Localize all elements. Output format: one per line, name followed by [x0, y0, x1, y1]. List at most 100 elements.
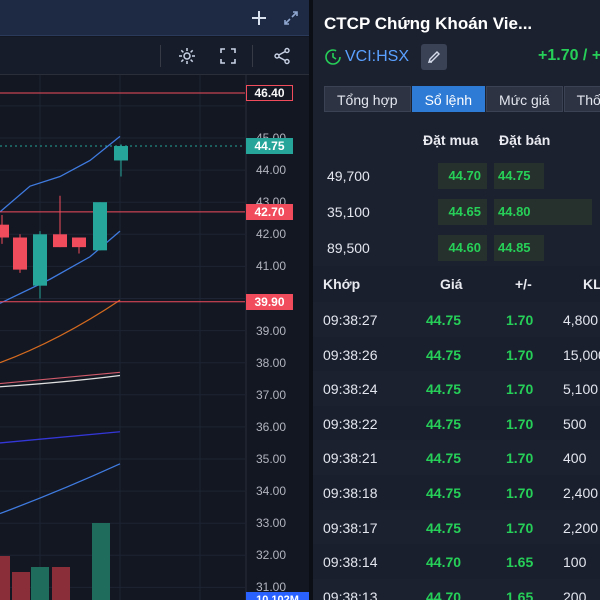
trade-price: 44.70 [426, 588, 462, 600]
candle-body [114, 146, 128, 161]
ask-price: 44.85 [498, 240, 531, 255]
clock-icon [325, 49, 341, 65]
trade-change: 1.70 [506, 415, 534, 432]
axis-tick-label: 36.00 [256, 419, 287, 434]
bid-cell[interactable]: 44.65 [438, 199, 487, 225]
ma-blue-line [0, 431, 121, 444]
ticker-symbol[interactable]: VCI:HSX [345, 48, 410, 65]
price-tag: 39.90 [246, 293, 293, 310]
ask-cell[interactable]: 44.85 [494, 235, 544, 261]
volume-bar [52, 567, 70, 600]
axis-tick-label: 38.00 [256, 355, 287, 370]
trade-volume: 4,800 [563, 312, 599, 328]
ask-header: Đặt bán [499, 132, 551, 148]
pane-divider[interactable] [309, 0, 313, 600]
trade-row[interactable]: 09:38:22 44.75 1.70 500 [313, 405, 600, 441]
trade-row[interactable]: 09:38:18 44.75 1.70 2,400 [313, 475, 600, 510]
trade-row[interactable]: 09:38:14 44.70 1.65 100 [313, 544, 600, 579]
level-volume: 35,100 [327, 204, 370, 220]
ma-red-line [0, 371, 121, 385]
trades-header: Khớp Giá +/- KL [313, 266, 600, 302]
tab-2[interactable]: Mức giá [486, 86, 563, 112]
axis-tick-label: 35.00 [256, 452, 287, 466]
time-header: Khớp [323, 276, 361, 292]
toolbar-divider [252, 45, 253, 67]
tab-1[interactable]: Sổ lệnh [411, 86, 486, 112]
plus-icon[interactable] [247, 6, 271, 30]
trade-row[interactable]: 09:38:13 44.70 1.65 200 [313, 578, 600, 600]
tab-3[interactable]: Thố [563, 86, 600, 112]
axis-tick-label: 39.00 [256, 323, 287, 338]
trade-change: 1.70 [506, 485, 534, 501]
axis-tick-label: 33.00 [256, 516, 287, 531]
price-header: Giá [440, 276, 463, 292]
chart-pane[interactable]: 45.0044.0043.0042.0041.0040.0039.0038.00… [0, 0, 309, 600]
trade-time: 09:38:27 [323, 312, 378, 328]
trade-price: 44.75 [426, 415, 462, 432]
candle-body [53, 234, 67, 248]
trade-change: 1.70 [506, 519, 534, 536]
trade-volume: 200 [563, 588, 587, 600]
edit-button[interactable] [421, 44, 447, 70]
ask-price: 44.80 [498, 204, 531, 219]
trade-change: 1.70 [506, 312, 534, 328]
price-change: +1.70 / + [538, 47, 600, 64]
trade-volume: 2,400 [563, 485, 599, 501]
upper-band-line [0, 135, 121, 213]
trade-row[interactable]: 09:38:21 44.75 1.70 400 [313, 440, 600, 475]
book-level-row[interactable]: 89,500 44.60 44.85 [313, 230, 600, 266]
trade-row[interactable]: 09:38:24 44.75 1.70 5,100 [313, 371, 600, 406]
price-tag: 46.40 [246, 85, 293, 102]
trade-change: 1.65 [506, 588, 534, 600]
trade-time: 09:38:17 [323, 519, 378, 536]
axis-tick-label: 42.00 [256, 227, 287, 242]
trade-price: 44.75 [426, 312, 462, 328]
bid-price: 44.60 [448, 240, 481, 255]
candle-body [13, 237, 27, 270]
trade-time: 09:38:14 [323, 554, 378, 571]
trade-change: 1.70 [506, 346, 534, 363]
trade-time: 09:38:24 [323, 381, 378, 398]
fullscreen-icon[interactable] [216, 44, 240, 68]
book-level-row[interactable]: 49,700 44.70 44.75 [313, 158, 600, 194]
axis-tick-label: 44.00 [256, 163, 287, 178]
volume-bar [31, 567, 49, 600]
tab-0[interactable]: Tổng hợp [324, 86, 411, 112]
trade-change: 1.70 [506, 450, 534, 467]
bid-cell[interactable]: 44.70 [438, 163, 487, 189]
axis-tick-label: 37.00 [256, 387, 287, 402]
change-header: +/- [515, 276, 532, 292]
candle-body [72, 237, 86, 248]
trade-price: 44.75 [426, 519, 462, 536]
ask-price: 44.75 [498, 168, 531, 183]
ma-orange-line [0, 299, 121, 364]
ask-cell[interactable]: 44.75 [494, 163, 544, 189]
bid-price: 44.65 [448, 204, 481, 219]
expand-icon[interactable] [279, 6, 303, 30]
bid-header: Đặt mua [423, 132, 479, 148]
ticker-row[interactable]: VCI:HSX [324, 44, 409, 70]
trade-volume: 400 [563, 450, 587, 467]
level-volume: 89,500 [327, 240, 370, 256]
trade-row[interactable]: 09:38:27 44.75 1.70 4,800 [313, 302, 600, 337]
trade-volume: 5,100 [563, 381, 599, 398]
trade-price: 44.75 [426, 485, 462, 501]
trade-row[interactable]: 09:38:26 44.75 1.70 15,000 [313, 336, 600, 372]
axis-tick-label: 41.00 [256, 259, 287, 274]
candle-body [0, 224, 9, 238]
trade-volume: 500 [563, 415, 587, 432]
bid-cell[interactable]: 44.60 [438, 235, 487, 261]
trade-row[interactable]: 09:38:17 44.75 1.70 2,200 [313, 509, 600, 545]
share-icon[interactable] [270, 44, 294, 68]
volume-tag: 10.102M [246, 592, 309, 600]
book-level-row[interactable]: 35,100 44.65 44.80 [313, 194, 600, 230]
axis-tick-label: 31.00 [256, 580, 287, 595]
ask-cell[interactable]: 44.80 [494, 199, 592, 225]
bid-price: 44.70 [448, 168, 481, 183]
gear-icon[interactable] [175, 44, 199, 68]
price-chart[interactable] [0, 75, 309, 600]
pencil-icon [427, 51, 440, 64]
candle-body [33, 234, 47, 286]
trade-time: 09:38:18 [323, 485, 378, 501]
